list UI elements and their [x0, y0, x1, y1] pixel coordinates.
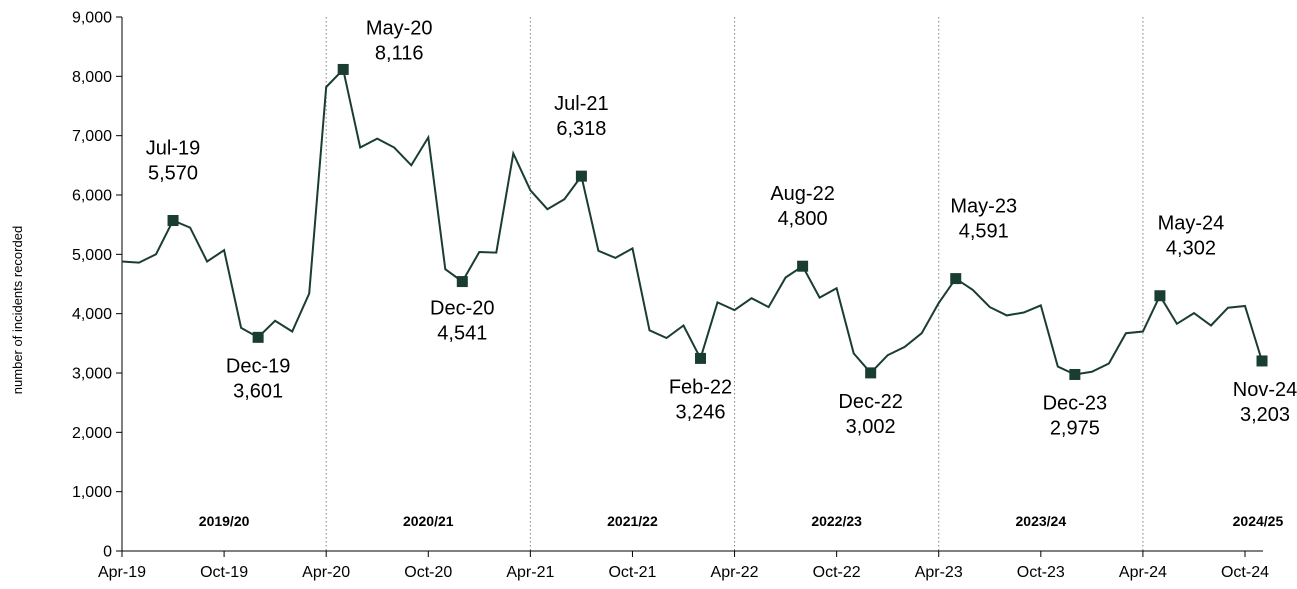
data-marker — [950, 273, 962, 285]
series-line — [121, 67, 1263, 376]
data-marker — [252, 331, 264, 343]
financial-year-label: 2019/20 — [199, 513, 250, 529]
x-tick-label: Oct-20 — [404, 564, 452, 581]
annotation-value: 4,800 — [778, 208, 828, 230]
annotation-month: May-23 — [950, 196, 1017, 218]
x-tick-label: Oct-22 — [813, 564, 861, 581]
annotation-value: 4,541 — [437, 323, 487, 345]
annotation-month: Jul-21 — [554, 93, 608, 115]
annotation-value: 6,318 — [556, 118, 606, 140]
annotation-labels: Jul-19 5,570 Dec-19 3,601 May-20 8,116 Dec-20 4… — [146, 17, 1297, 439]
financial-year-labels: 2019/20 2020/21 2021/22 2022/23 2023/24 2024/… — [199, 513, 1284, 529]
annotation-month: May-20 — [366, 17, 433, 39]
y-tick-label: 9,000 — [72, 10, 112, 27]
annotation-month: Dec-20 — [430, 298, 494, 320]
annotation-month: Dec-23 — [1043, 392, 1107, 414]
y-tick-label: 6,000 — [72, 188, 112, 205]
y-axis-title: number of incidents recorded — [10, 226, 25, 394]
annotation-value: 3,002 — [846, 416, 896, 438]
y-tick-label: 7,000 — [72, 128, 112, 145]
data-marker — [575, 170, 587, 182]
y-tick-label: 5,000 — [72, 247, 112, 264]
y-tick-label: 0 — [103, 544, 112, 561]
data-marker — [695, 352, 707, 364]
data-marker — [865, 367, 877, 379]
data-marker — [1069, 368, 1081, 380]
x-tick-label: Apr-24 — [1119, 564, 1167, 581]
x-axis: Apr-19 Oct-19 Apr-20 Oct-20 Apr-21 Oct-21 Apr-… — [98, 550, 1269, 581]
financial-year-label: 2024/25 — [1233, 513, 1284, 529]
annotation-month: Aug-22 — [770, 183, 835, 205]
data-marker — [797, 260, 809, 272]
financial-year-label: 2023/24 — [1016, 513, 1067, 529]
financial-year-dividers — [325, 17, 1144, 551]
financial-year-label: 2021/22 — [607, 513, 658, 529]
data-marker — [337, 63, 349, 75]
y-axis: 0 1,000 2,000 3,000 4,000 5,000 6,000 7,000 8,00… — [72, 10, 123, 561]
annotation-month: May-24 — [1158, 213, 1225, 235]
annotation-month: Dec-22 — [838, 391, 902, 413]
data-marker — [456, 276, 468, 288]
data-marker — [167, 215, 179, 227]
x-tick-label: Apr-23 — [915, 564, 963, 581]
x-tick-label: Oct-24 — [1221, 564, 1269, 581]
annotation-value: 4,302 — [1166, 238, 1216, 260]
annotation-value: 4,591 — [959, 221, 1009, 243]
annotation-month: Feb-22 — [669, 376, 732, 398]
data-marker — [1154, 290, 1166, 302]
y-tick-label: 8,000 — [72, 69, 112, 86]
annotation-value: 3,246 — [675, 401, 725, 423]
annotation-month: Dec-19 — [226, 355, 290, 377]
annotation-month: Nov-24 — [1233, 379, 1297, 401]
annotation-value: 3,601 — [233, 380, 283, 402]
annotation-value: 8,116 — [375, 42, 424, 64]
x-tick-label: Apr-20 — [302, 564, 350, 581]
annotation-value: 2,975 — [1050, 417, 1100, 439]
x-tick-label: Apr-21 — [506, 564, 554, 581]
annotation-value: 5,570 — [148, 163, 198, 185]
financial-year-label: 2022/23 — [811, 513, 862, 529]
x-tick-label: Oct-23 — [1017, 564, 1065, 581]
annotation-value: 3,203 — [1240, 404, 1290, 426]
data-marker — [1256, 355, 1268, 367]
x-tick-label: Apr-22 — [711, 564, 759, 581]
x-tick-label: Oct-19 — [200, 564, 248, 581]
annotation-month: Jul-19 — [146, 138, 200, 160]
y-tick-label: 1,000 — [72, 484, 112, 501]
annotation-markers — [167, 63, 1268, 380]
x-tick-label: Apr-19 — [98, 564, 146, 581]
financial-year-label: 2020/21 — [403, 513, 454, 529]
x-tick-label: Oct-21 — [608, 564, 656, 581]
series-incidents — [121, 67, 1263, 376]
y-tick-label: 2,000 — [72, 425, 112, 442]
y-tick-label: 3,000 — [72, 366, 112, 383]
y-tick-label: 4,000 — [72, 306, 112, 323]
